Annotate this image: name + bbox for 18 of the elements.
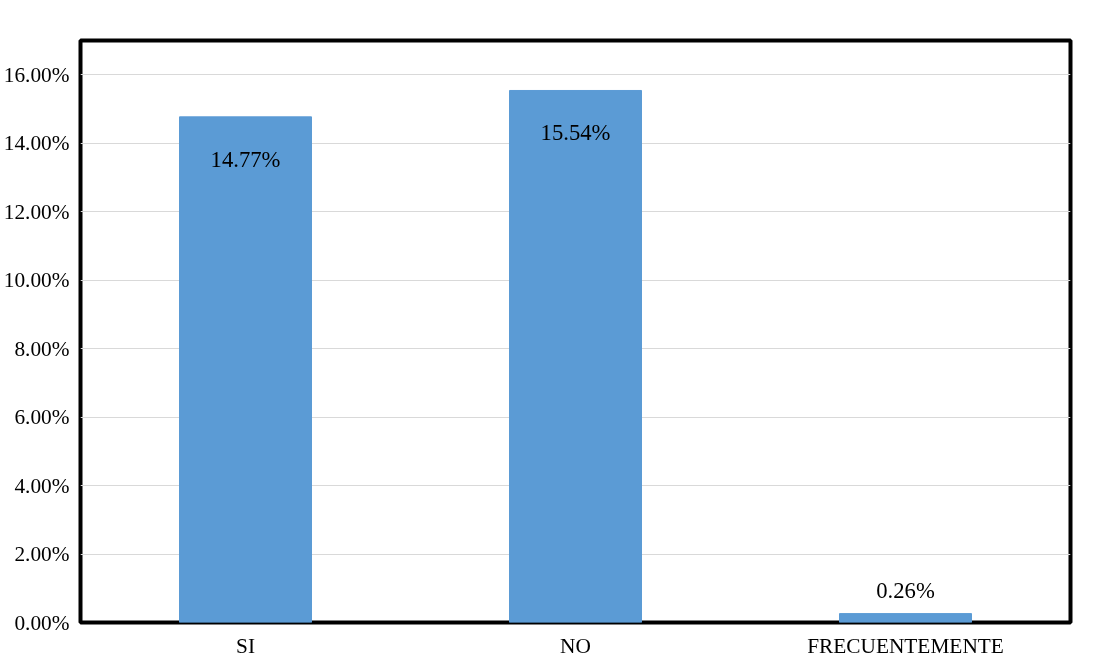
y-tick-label: 14.00% (3, 131, 70, 156)
y-tick-label: 12.00% (3, 199, 70, 224)
y-tick-label: 8.00% (14, 336, 70, 361)
y-tick-label: 4.00% (14, 473, 70, 498)
bar (179, 116, 312, 623)
x-tick-label: SI (236, 633, 255, 658)
x-tick-label: NO (560, 633, 591, 658)
bar (509, 89, 642, 623)
y-tick-label: 10.00% (3, 268, 70, 293)
data-label: 14.77% (210, 146, 281, 172)
y-tick-label: 6.00% (14, 405, 70, 430)
x-tick-label: FRECUENTEMENTE (807, 633, 1004, 658)
bar (839, 613, 972, 623)
y-tick-label: 0.00% (14, 610, 70, 635)
data-label: 15.54% (540, 120, 611, 146)
data-label: 0.26% (876, 578, 935, 604)
y-tick-label: 2.00% (14, 542, 70, 567)
y-tick-label: 16.00% (3, 62, 70, 87)
